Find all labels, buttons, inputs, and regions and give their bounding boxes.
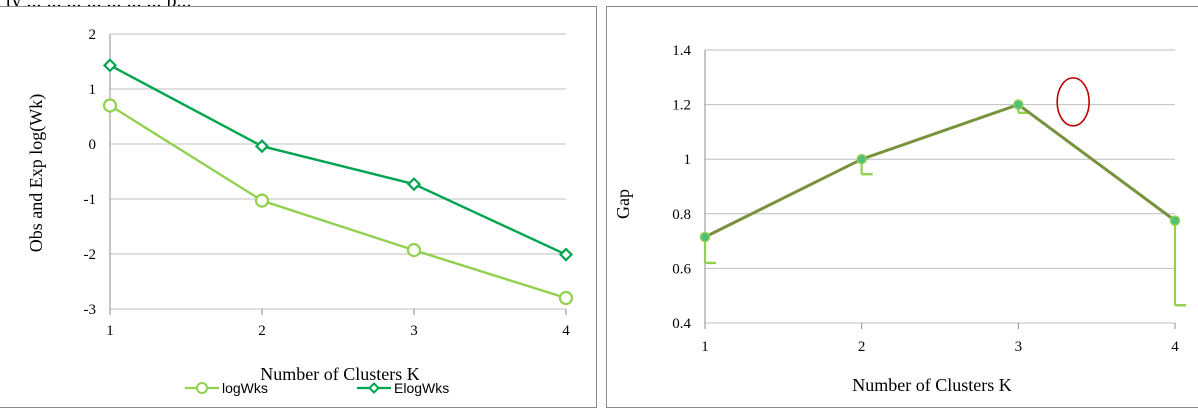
right-y-tick-labels: 0.4 0.6 0.8 1 1.2 1.4 (672, 43, 691, 332)
right-series-group (699, 77, 1186, 307)
right-y-axis-label: Gap (613, 189, 633, 219)
left-x-tick-label: 4 (562, 323, 570, 339)
right-x-tick-labels: 1 2 3 4 (701, 339, 1179, 355)
right-y-tick-label: 0.8 (672, 207, 691, 223)
gap-line (704, 102, 1176, 239)
data-point-ElogWks (558, 247, 574, 262)
left-y-tick-label: 0 (89, 137, 97, 153)
left-legend: logWks ElogWks (185, 380, 449, 396)
series-line-ElogWks (109, 64, 567, 256)
gap-chart: 0.4 0.6 0.8 1 1.2 1.4 1 2 3 4 Number of Clusters… (613, 43, 1186, 395)
left-x-axis-label: Number of Clusters K (260, 364, 419, 384)
right-x-tick-label: 2 (858, 339, 866, 355)
left-x-tick-label: 2 (258, 323, 266, 339)
right-y-tick-label: 1.2 (672, 98, 691, 114)
legend-marker-ElogWks (368, 382, 380, 394)
left-y-tick-label: 2 (89, 27, 97, 43)
legend-label-ElogWks: ElogWks (394, 380, 449, 396)
gap-data-point (1013, 99, 1024, 110)
left-y-axis-label: Obs and Exp log(Wk) (26, 94, 47, 252)
gap-data-point (1169, 215, 1181, 226)
right-gridlines (704, 49, 1176, 329)
left-y-tick-label: -1 (84, 192, 97, 208)
left-x-tick-label: 3 (410, 323, 418, 339)
log-wk-chart: -3 -2 -1 0 1 2 1 2 3 4 Number of Clusters K Obs … (26, 27, 574, 396)
gap-data-point (699, 231, 711, 243)
left-y-tick-label: 1 (89, 82, 97, 98)
data-point-ElogWks (406, 177, 422, 192)
left-y-tick-label: -2 (84, 247, 97, 263)
right-x-tick-label: 4 (1171, 339, 1179, 355)
right-x-tick-label: 1 (701, 339, 709, 355)
gap-data-point (856, 153, 867, 165)
data-point-ElogWks (102, 58, 118, 73)
right-y-tick-label: 0.4 (672, 316, 691, 332)
data-point-logWks (254, 193, 270, 208)
left-y-tick-label: -3 (84, 302, 97, 318)
left-series-group (102, 58, 574, 306)
data-point-ElogWks (254, 139, 270, 154)
right-x-tick-label: 3 (1015, 339, 1023, 355)
data-point-logWks (406, 243, 422, 258)
highlight-ellipse (1056, 77, 1090, 127)
gap-chart-panel: 0.4 0.6 0.8 1 1.2 1.4 1 2 3 4 Number of Clusters… (606, 6, 1198, 408)
left-gridlines (109, 33, 567, 315)
left-x-tick-label: 1 (106, 323, 114, 339)
series-line-logWks (109, 104, 567, 300)
data-point-logWks (558, 290, 574, 306)
left-y-tick-labels: -3 -2 -1 0 1 2 (84, 27, 97, 318)
right-y-tick-label: 1.4 (672, 43, 691, 59)
right-y-tick-label: 1 (684, 152, 692, 168)
legend-label-logWks: logWks (222, 380, 268, 396)
left-x-tick-labels: 1 2 3 4 (106, 323, 570, 339)
right-x-axis-label: Number of Clusters K (852, 375, 1011, 395)
legend-marker-logWks (196, 382, 208, 394)
right-y-tick-label: 0.6 (672, 261, 691, 277)
log-wk-chart-panel: -3 -2 -1 0 1 2 1 2 3 4 Number of Clusters K Obs … (0, 6, 597, 408)
data-point-logWks (102, 98, 118, 113)
